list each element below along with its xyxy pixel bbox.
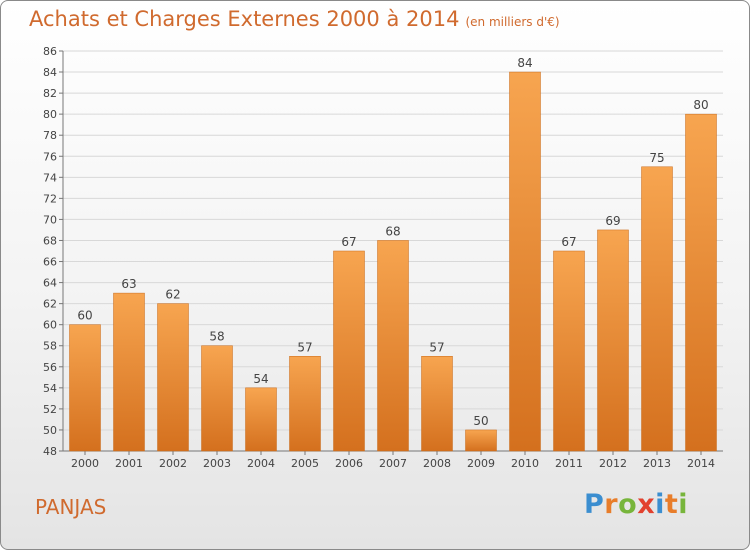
y-tick-label: 58 — [43, 340, 57, 353]
x-tick-label: 2010 — [511, 457, 539, 470]
bars — [69, 71, 717, 452]
y-tick-label: 60 — [43, 319, 57, 332]
y-tick-label: 76 — [43, 150, 57, 163]
x-tick-label: 2014 — [687, 457, 715, 470]
logo-letter: t — [664, 489, 679, 520]
bar — [377, 240, 409, 452]
bar — [553, 250, 585, 452]
data-label: 60 — [77, 309, 92, 323]
data-label: 69 — [605, 214, 620, 228]
y-tick-label: 64 — [43, 277, 57, 290]
data-label: 67 — [561, 235, 576, 249]
data-label: 68 — [385, 224, 400, 238]
y-tick-label: 56 — [43, 361, 57, 374]
y-tick-label: 48 — [43, 445, 57, 458]
chart-title-text: Achats et Charges Externes 2000 à 2014 — [29, 7, 460, 31]
chart-title: Achats et Charges Externes 2000 à 2014 (e… — [29, 7, 560, 31]
bar — [113, 292, 145, 452]
bar — [289, 356, 321, 452]
x-tick-label: 2011 — [555, 457, 583, 470]
logo-letter: i — [678, 489, 689, 520]
y-tick-label: 66 — [43, 256, 57, 269]
data-label: 57 — [429, 340, 444, 354]
y-tick-label: 52 — [43, 403, 57, 416]
x-tick-label: 2006 — [335, 457, 363, 470]
data-label: 63 — [121, 277, 136, 291]
labels: 60 2000 63 2001 62 2002 58 2003 54 2004 57 2005 67 20… — [71, 56, 715, 470]
bar — [421, 356, 453, 452]
bar — [641, 166, 673, 452]
data-label: 84 — [517, 56, 532, 70]
y-tick-label: 82 — [43, 87, 57, 100]
x-tick-label: 2012 — [599, 457, 627, 470]
y-tick-label: 54 — [43, 382, 57, 395]
data-label: 50 — [473, 414, 488, 428]
logo-letter: i — [655, 489, 665, 520]
proxiti-logo[interactable]: Proxiti — [584, 489, 688, 520]
y-tick-label: 84 — [43, 66, 57, 79]
x-tick-label: 2007 — [379, 457, 407, 470]
x-tick-label: 2009 — [467, 457, 495, 470]
y-tick-label: 62 — [43, 298, 57, 311]
bar — [201, 345, 233, 452]
y-tick-label: 50 — [43, 424, 57, 437]
x-tick-label: 2013 — [643, 457, 671, 470]
bar — [333, 250, 365, 452]
bar — [69, 324, 101, 452]
logo-letter: x — [637, 489, 656, 520]
x-tick-label: 2002 — [159, 457, 187, 470]
data-label: 62 — [165, 288, 180, 302]
data-label: 57 — [297, 340, 312, 354]
bar — [157, 303, 189, 452]
y-tick-label: 72 — [43, 192, 57, 205]
y-tick-label: 74 — [43, 171, 57, 184]
x-tick-label: 2001 — [115, 457, 143, 470]
y-tick-label: 80 — [43, 108, 57, 121]
y-tick-label: 86 — [43, 45, 57, 58]
x-tick-label: 2004 — [247, 457, 275, 470]
bar — [465, 429, 497, 452]
chart-unit: (en milliers d'€) — [465, 15, 560, 29]
data-label: 75 — [649, 151, 664, 165]
x-tick-label: 2000 — [71, 457, 99, 470]
x-tick-label: 2003 — [203, 457, 231, 470]
logo-letter: P — [584, 489, 605, 520]
y-tick-label: 78 — [43, 129, 57, 142]
bar — [685, 113, 717, 452]
bar — [597, 229, 629, 452]
bar — [245, 387, 277, 452]
data-label: 80 — [693, 98, 708, 112]
y-tick-label: 68 — [43, 234, 57, 247]
bar — [509, 71, 541, 452]
data-label: 67 — [341, 235, 356, 249]
x-tick-label: 2008 — [423, 457, 451, 470]
x-tick-label: 2005 — [291, 457, 319, 470]
logo-letter: o — [618, 489, 638, 520]
y-tick-label: 70 — [43, 213, 57, 226]
commune-name: PANJAS — [35, 495, 107, 519]
logo-letter: r — [604, 489, 619, 520]
data-label: 58 — [209, 330, 224, 344]
data-label: 54 — [253, 372, 268, 386]
